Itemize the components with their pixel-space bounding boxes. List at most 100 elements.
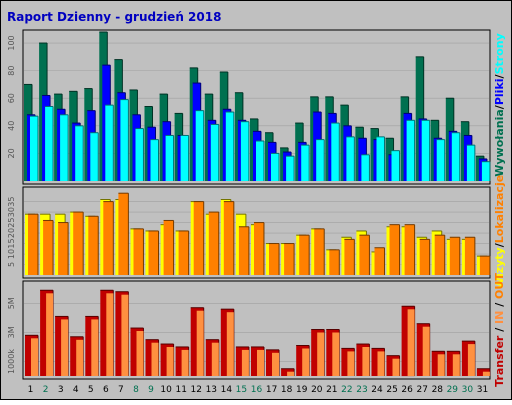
bar-visits-s2-day-23	[359, 235, 370, 275]
day-label-19: 19	[296, 385, 308, 395]
bar-visits-s2-day-1	[28, 214, 38, 275]
bar-transfer-in-day-25	[392, 358, 400, 376]
y-tick-label: 10	[7, 249, 16, 259]
panel-transfer: 1000k 3M 5M	[7, 280, 491, 380]
bar-requests-s3-day-20	[316, 139, 325, 181]
bar-transfer-in-day-13	[211, 342, 219, 376]
bar-requests-s3-day-9	[150, 139, 159, 181]
day-label-21: 21	[326, 385, 337, 395]
bar-visits-s2-day-5	[88, 216, 99, 275]
day-label-9: 9	[148, 385, 154, 395]
bar-visits-s2-day-3	[58, 222, 69, 275]
legend-visits-part: Lokalizacje	[493, 175, 506, 243]
bar-visits-s2-day-29	[449, 237, 460, 275]
legend-requests-part: Pliki	[493, 78, 506, 105]
chart-title: Raport Dzienny - grudzień 2018	[7, 10, 221, 24]
bar-transfer-in-day-6	[106, 293, 114, 376]
y-tick-label: 1000k	[7, 349, 16, 374]
bar-visits-s2-day-10	[163, 220, 174, 275]
bar-requests-s3-day-30	[466, 145, 475, 181]
day-label-8: 8	[133, 385, 139, 395]
day-label-14: 14	[221, 385, 233, 395]
bar-transfer-in-day-5	[91, 319, 99, 376]
y-tick-label: 3M	[7, 326, 16, 338]
day-label-18: 18	[281, 385, 293, 395]
bar-transfer-in-day-7	[121, 294, 129, 376]
y-tick-label: 80	[7, 66, 16, 76]
bar-visits-s2-day-17	[269, 243, 279, 275]
legend-requests-part: Strony	[493, 33, 506, 74]
bar-transfer-in-day-11	[181, 349, 189, 376]
day-label-29: 29	[447, 385, 459, 395]
y-tick-label: 60	[7, 93, 16, 103]
bar-visits-s2-day-2	[43, 220, 54, 275]
bar-requests-s3-day-18	[286, 156, 295, 181]
legend-transfer: Transfer / IN / OUT	[493, 273, 506, 387]
bar-requests-s3-day-29	[451, 132, 460, 181]
day-label-15: 15	[236, 385, 247, 395]
bar-transfer-in-day-31	[482, 371, 490, 376]
bar-visits-s2-day-7	[118, 193, 129, 275]
bar-visits-s2-day-6	[103, 201, 114, 275]
bar-transfer-in-day-2	[46, 293, 54, 376]
bar-requests-s3-day-17	[271, 153, 279, 181]
panel-requests: 20 40 60 80 100	[7, 29, 491, 185]
right-legends: Wywołania/Pliki/StronyWizyty/Lokalizacje…	[493, 33, 506, 387]
y-tick-label: 15	[7, 238, 16, 248]
bar-transfer-in-day-15	[241, 349, 249, 376]
bar-visits-s2-day-19	[299, 235, 310, 275]
bar-requests-s3-day-15	[240, 121, 249, 181]
legend-requests-part: /	[493, 104, 506, 109]
legend-visits-part: /	[493, 242, 506, 247]
bar-transfer-in-day-30	[467, 344, 475, 376]
bar-visits-s2-day-30	[464, 237, 475, 275]
day-label-3: 3	[58, 385, 64, 395]
bar-requests-s3-day-16	[256, 141, 264, 181]
bar-requests-s3-day-2	[45, 106, 54, 181]
day-label-11: 11	[175, 385, 186, 395]
bar-requests-s3-day-6	[105, 105, 114, 181]
legend-transfer-part: IN	[493, 311, 506, 324]
bar-requests-s3-day-31	[481, 161, 490, 181]
bar-transfer-in-day-16	[257, 349, 264, 376]
bar-transfer-in-day-29	[452, 354, 460, 376]
legend-requests: Wywołania/Pliki/Strony	[493, 33, 506, 177]
bar-transfer-in-day-18	[287, 371, 295, 376]
legend-transfer-part: Transfer	[493, 335, 506, 387]
legend-requests-part: /	[493, 73, 506, 78]
bar-requests-s3-day-1	[30, 116, 38, 181]
bar-visits-s2-day-31	[479, 256, 490, 275]
bar-requests-s3-day-24	[376, 136, 385, 181]
bar-transfer-in-day-24	[377, 351, 385, 376]
bar-transfer-in-day-17	[272, 352, 279, 376]
day-label-5: 5	[88, 385, 94, 395]
bar-requests-s3-day-5	[90, 132, 99, 181]
bar-requests-s3-day-19	[301, 145, 310, 181]
day-label-17: 17	[266, 385, 277, 395]
x-axis-day-labels: 1 2 3 4 5 6 7 8 9 10 11 12 13 14 15 16 17 18 19 20 21 22 23 24 2…	[28, 385, 489, 395]
bar-transfer-in-day-27	[422, 326, 430, 376]
bar-visits-s2-day-28	[434, 235, 445, 275]
series-transfer-1	[25, 289, 491, 377]
bar-transfer-in-day-1	[31, 338, 38, 376]
bar-transfer-in-day-21	[332, 332, 340, 376]
bar-transfer-in-day-8	[136, 331, 144, 376]
day-label-2: 2	[43, 385, 49, 395]
bar-visits-s2-day-14	[223, 201, 234, 275]
bar-visits-s2-day-24	[374, 247, 385, 275]
y-tick-label: 5	[7, 262, 16, 267]
bar-visits-s2-day-20	[314, 228, 325, 275]
bar-visits-s2-day-22	[344, 239, 355, 275]
bar-transfer-in-day-4	[76, 339, 84, 376]
bar-requests-s3-day-23	[361, 154, 370, 181]
bar-transfer-in-day-26	[407, 309, 415, 377]
y-tick-label: 20	[7, 228, 16, 238]
y-tick-label: 100	[7, 35, 16, 50]
bar-visits-s2-day-8	[133, 228, 144, 275]
bar-visits-s2-day-18	[284, 243, 295, 275]
y-tick-label: 20	[7, 148, 16, 158]
bar-requests-s3-day-28	[436, 139, 445, 181]
bar-visits-s2-day-21	[329, 249, 340, 275]
